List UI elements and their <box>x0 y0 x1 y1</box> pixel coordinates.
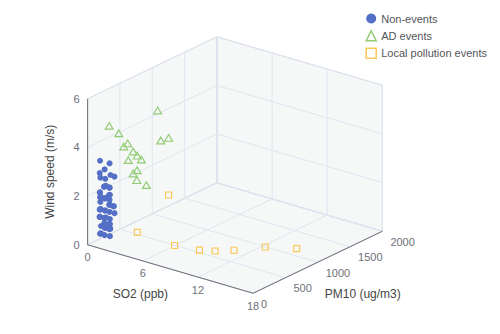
svg-text:18: 18 <box>247 300 259 312</box>
svg-text:500: 500 <box>293 282 311 294</box>
svg-text:4: 4 <box>73 141 79 153</box>
svg-text:SO2 (ppb): SO2 (ppb) <box>113 287 168 301</box>
svg-text:Local pollution events: Local pollution events <box>381 47 487 59</box>
svg-text:12: 12 <box>192 284 204 296</box>
svg-text:PM10 (ug/m3): PM10 (ug/m3) <box>325 287 401 301</box>
svg-text:1500: 1500 <box>358 251 382 263</box>
svg-text:AD events: AD events <box>381 30 432 42</box>
svg-text:Wind speed (m/s): Wind speed (m/s) <box>43 125 57 219</box>
svg-text:2000: 2000 <box>390 236 414 248</box>
svg-text:6: 6 <box>73 93 79 105</box>
svg-text:6: 6 <box>140 267 146 279</box>
svg-text:Non-events: Non-events <box>381 13 438 25</box>
svg-text:0: 0 <box>85 251 91 263</box>
svg-text:0: 0 <box>73 239 79 251</box>
svg-text:1000: 1000 <box>326 267 350 279</box>
svg-text:2: 2 <box>73 190 79 202</box>
svg-text:0: 0 <box>261 298 267 310</box>
